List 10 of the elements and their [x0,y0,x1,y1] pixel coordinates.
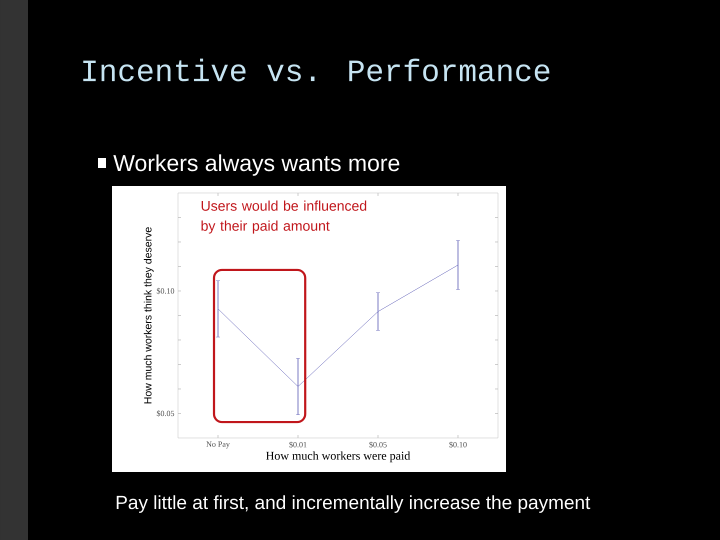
x-tick-label: $0.10 [449,442,467,448]
x-tick-label: $0.01 [289,442,307,448]
annotation: Users would be influenced by their paid amount [202,200,366,234]
y-axis-title: How much workers think they deserve [144,227,154,404]
chart-title: Incentive vs. Performance [83,58,550,82]
chart-subtitle: Workers always wants more [113,154,400,176]
x-tick-label: $0.05 [369,442,387,448]
text: Pay little at first, and incrementally increase the payment [116,495,590,513]
x-axis-title: How much workers were paid [266,451,410,462]
x-tick-label: No Pay [206,442,230,448]
